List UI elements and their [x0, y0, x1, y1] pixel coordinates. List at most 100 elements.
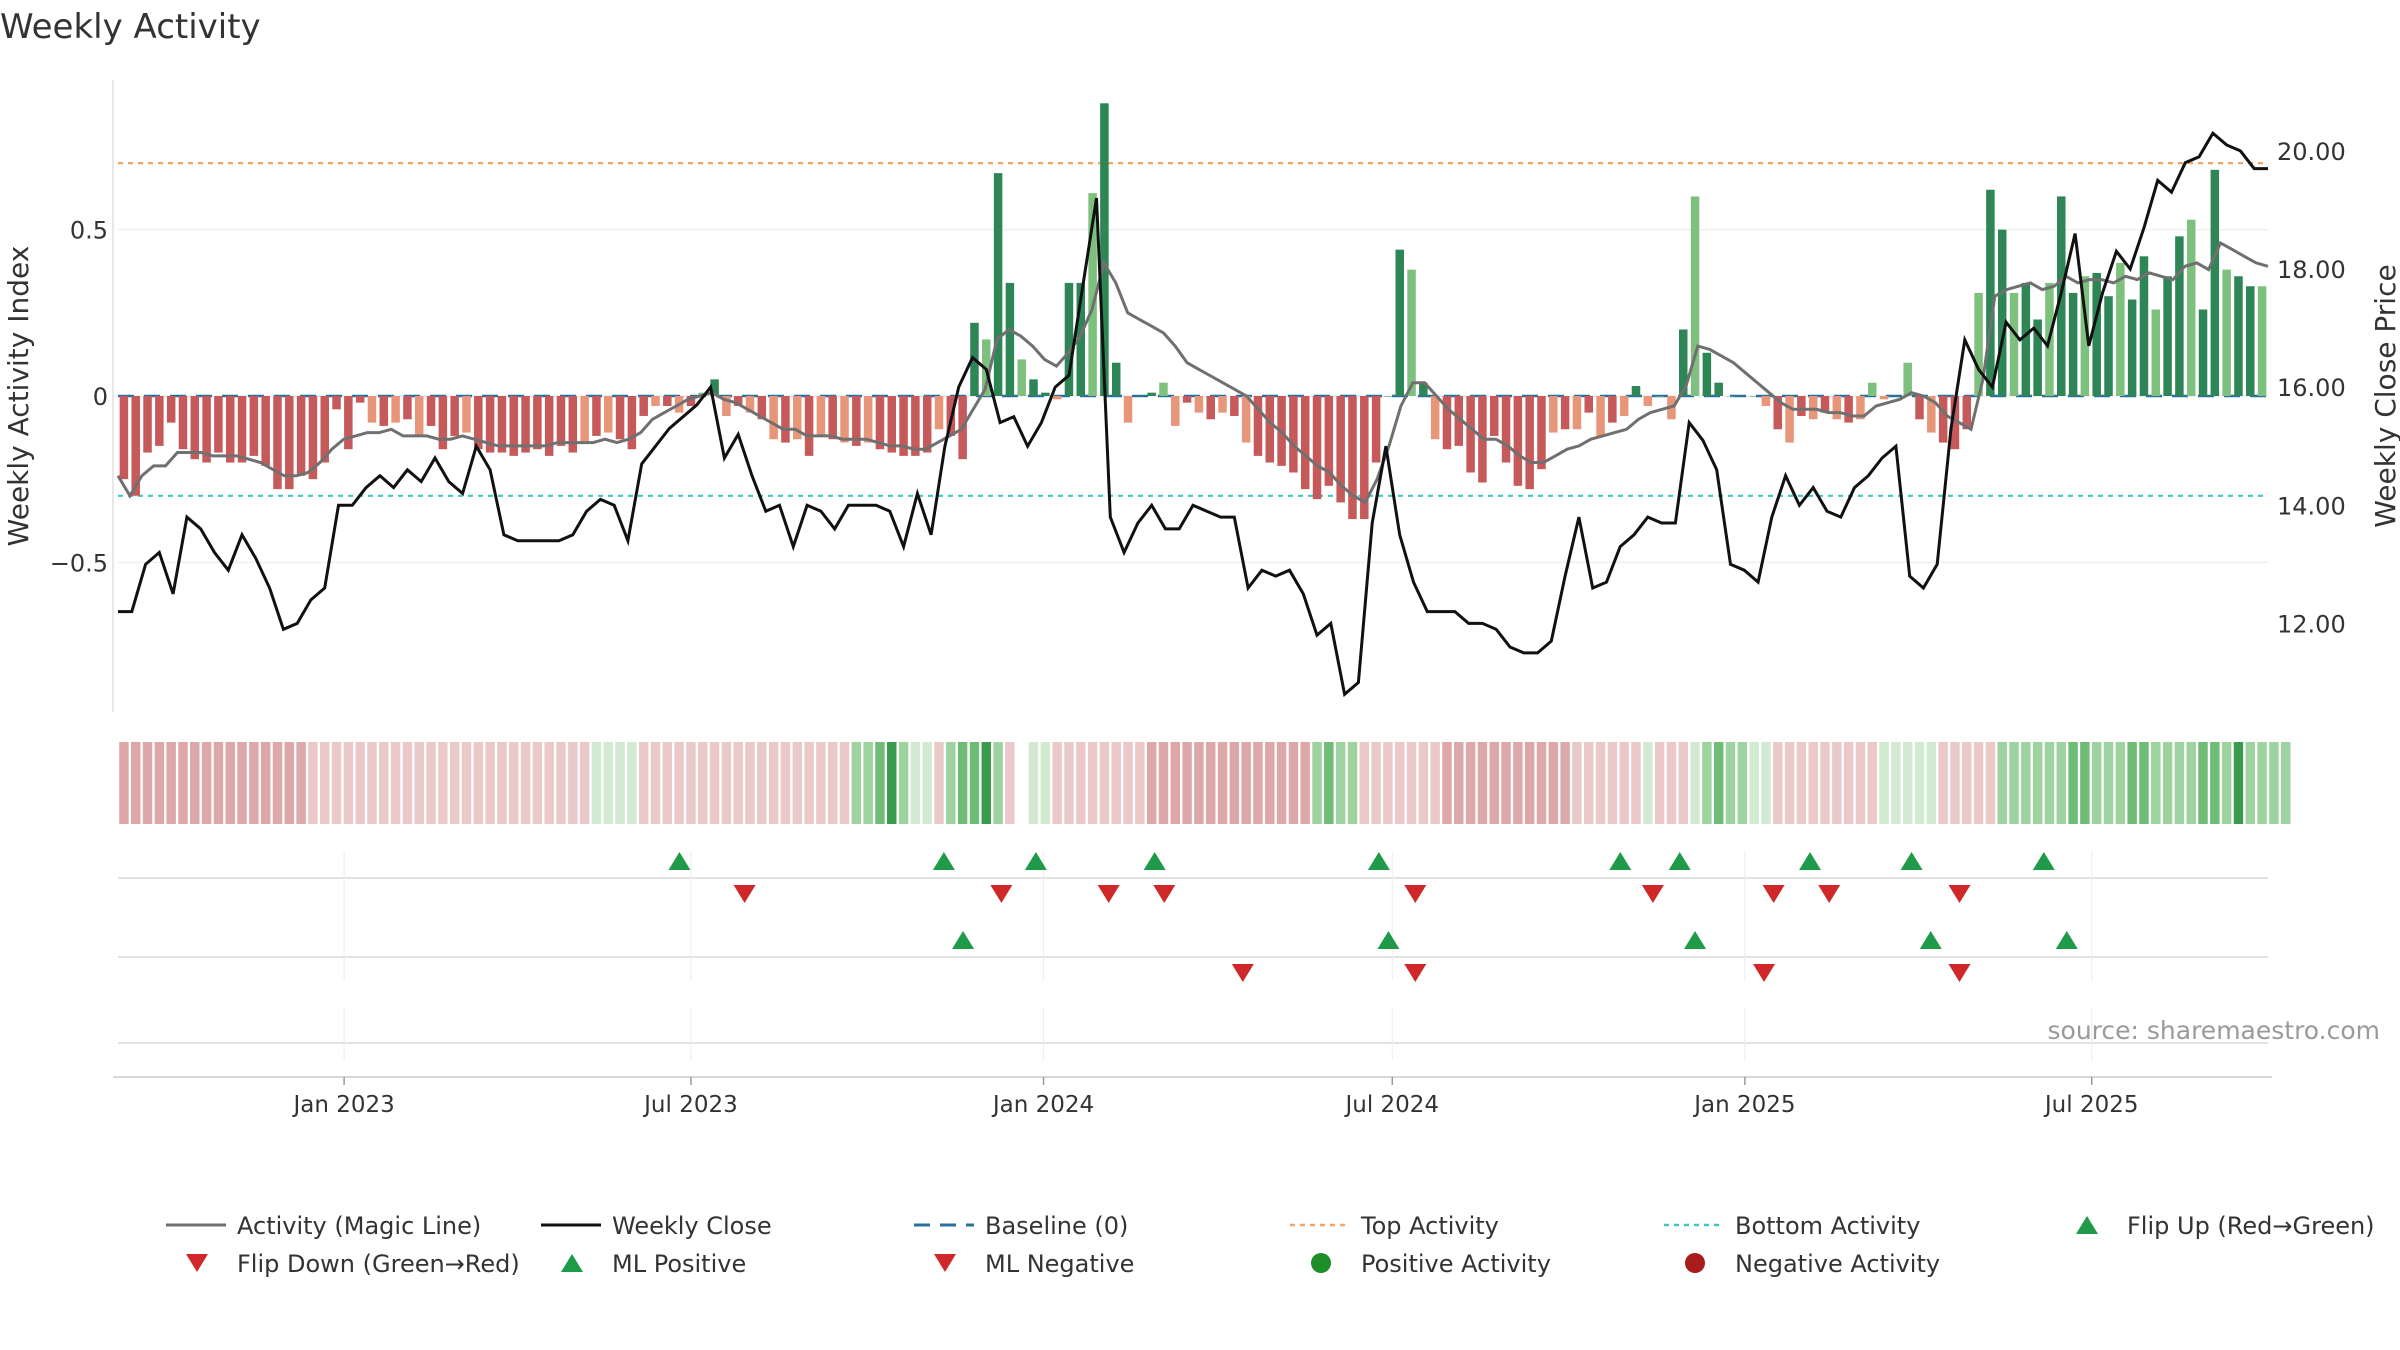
activity-bar	[733, 396, 743, 406]
activity-bar	[922, 396, 932, 453]
strip-cell	[910, 742, 921, 824]
strip-cell	[1985, 742, 1996, 824]
strip-cell	[1182, 742, 1192, 824]
strip-cell	[1170, 742, 1181, 824]
strip-cell	[119, 742, 129, 824]
strip-cell	[875, 742, 885, 824]
strip-cell	[1205, 742, 1216, 824]
strip-cell	[2210, 742, 2220, 824]
activity-bar	[1123, 396, 1133, 423]
flip-down-marker	[1097, 885, 1120, 903]
activity-bar	[852, 396, 861, 446]
legend-label-magic: Activity (Magic Line)	[237, 1212, 481, 1240]
legend-item-posact: Positive Activity	[1311, 1250, 1551, 1278]
strip-cell	[662, 742, 673, 824]
strip-cell	[627, 742, 637, 824]
activity-bar	[308, 396, 318, 480]
strip-cell	[1867, 742, 1877, 824]
activity-bar	[2222, 269, 2231, 396]
strip-cell	[1442, 742, 1452, 824]
activity-bar	[1017, 359, 1026, 396]
right-y-ticks: 12.00 14.00 16.00 18.00 20.00	[2277, 138, 2346, 639]
strip-cell	[1087, 742, 1098, 824]
strip-cell	[1383, 742, 1393, 824]
reference-lines	[118, 162, 2268, 497]
activity-bar	[1820, 396, 1830, 413]
strip-cell	[1158, 742, 1169, 824]
x-tick-label-4: Jan 2025	[1692, 1092, 1795, 1118]
legend-label-mlpos: ML Positive	[612, 1250, 746, 1278]
strip-cell	[284, 742, 295, 824]
strip-cell	[638, 742, 649, 824]
strip-cell	[674, 742, 684, 824]
flip-up-marker	[1367, 852, 1390, 870]
legend-swatch-positive-activity	[1311, 1253, 1331, 1273]
activity-bar	[1678, 329, 1688, 396]
strip-cell	[1406, 742, 1417, 824]
activity-bar	[1348, 396, 1357, 520]
flip-down-marker	[1948, 885, 1971, 903]
strip-cell	[1725, 742, 1736, 824]
activity-bar	[214, 396, 223, 453]
activity-bar	[2198, 309, 2208, 396]
strip-cell	[1418, 742, 1429, 824]
activity-bar	[1218, 396, 1227, 413]
strip-cell	[2233, 742, 2244, 824]
activity-bar	[1879, 396, 1889, 400]
strip-cell	[509, 742, 519, 824]
activity-bar	[769, 396, 778, 440]
strip-cell	[130, 742, 141, 824]
strip-cell	[2009, 742, 2019, 824]
activity-bar	[781, 396, 790, 443]
strip-cell	[768, 742, 779, 824]
strip-cell	[2139, 742, 2149, 824]
strip-cell	[686, 742, 696, 824]
activity-bar	[1206, 396, 1215, 420]
strip-cell	[320, 742, 330, 824]
source-text: source: sharemaestro.com	[2048, 1016, 2381, 1045]
legend-label-baseline: Baseline (0)	[985, 1212, 1128, 1240]
strip-cell	[2080, 742, 2090, 824]
activity-bar	[1560, 396, 1570, 430]
strip-cell	[1288, 742, 1299, 824]
activity-bar	[804, 396, 814, 456]
flip-down-marker	[1153, 885, 1176, 903]
left-tick-label-2: −0.5	[50, 549, 108, 577]
strip-cell	[213, 742, 224, 824]
ml-positive-marker	[1919, 931, 1942, 949]
strip-cell	[2269, 742, 2279, 824]
activity-bar	[2104, 296, 2113, 396]
activity-bar	[1159, 382, 1168, 396]
strip-cell	[1879, 742, 1889, 824]
activity-bar	[497, 396, 507, 453]
strip-cell	[272, 742, 283, 824]
strip-cell	[993, 742, 1003, 824]
legend-item-baseline: Baseline (0)	[914, 1212, 1128, 1240]
strip-cell	[1477, 742, 1488, 824]
activity-bar	[2127, 299, 2137, 396]
activity-bar	[1135, 396, 1145, 397]
activity-bar	[296, 396, 306, 476]
activity-bar	[1100, 103, 1109, 396]
strip-cell	[296, 742, 306, 824]
strip-cell	[733, 742, 743, 824]
activity-bar	[1300, 396, 1310, 490]
strip-cell	[2151, 742, 2161, 824]
ml-positive-marker	[1684, 931, 1707, 949]
activity-bar	[1171, 396, 1180, 426]
strip-cell	[544, 742, 554, 824]
strip-cell	[1654, 742, 1665, 824]
activity-bar	[1856, 396, 1865, 420]
strip-cell	[1749, 742, 1759, 824]
activity-bar	[2210, 169, 2220, 396]
activity-bar	[1501, 396, 1511, 463]
activity-bar	[1513, 396, 1523, 486]
activity-bar	[1655, 396, 1664, 397]
activity-bar	[1241, 396, 1251, 443]
activity-bar	[2234, 276, 2243, 396]
activity-bar	[899, 396, 908, 456]
legend-item-top: Top Activity	[1290, 1212, 1499, 1240]
ml-negative-marker	[1404, 964, 1427, 982]
activity-bar	[1041, 392, 1050, 396]
ml-negative-marker	[1948, 964, 1971, 982]
